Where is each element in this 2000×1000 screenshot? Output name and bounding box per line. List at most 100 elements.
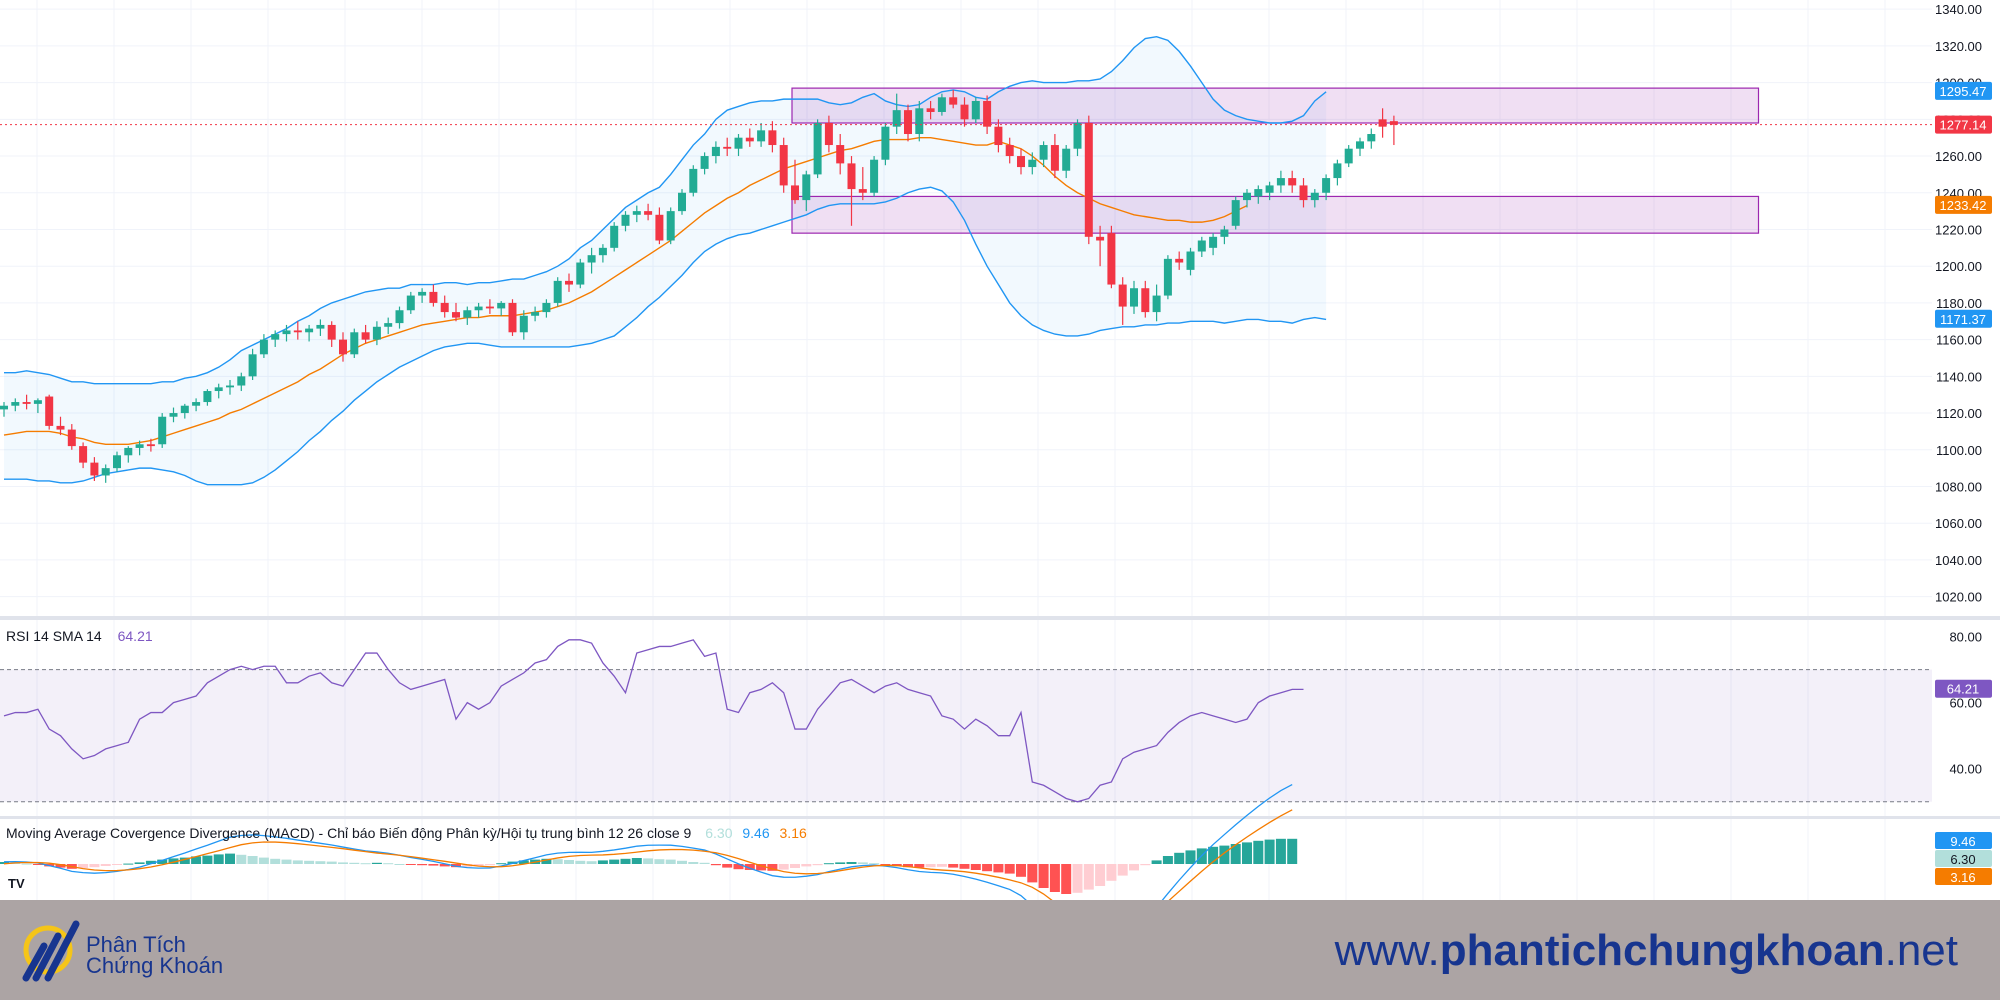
supply-demand-zone <box>791 87 1760 124</box>
macd-histogram-bar <box>349 862 360 864</box>
macd-histogram-bar <box>236 854 247 864</box>
macd-histogram-bar <box>1061 864 1072 894</box>
candle-body <box>361 332 370 340</box>
macd-histogram-bar <box>914 864 925 868</box>
candle-body <box>1175 258 1184 263</box>
candle-body <box>779 145 788 186</box>
candle-body <box>463 310 472 318</box>
macd-histogram-bar <box>936 864 947 867</box>
macd-histogram-bar <box>0 862 9 864</box>
macd-histogram-bar <box>1174 852 1185 864</box>
macd-histogram-bar <box>1253 840 1264 864</box>
macd-histogram-bar <box>1117 864 1128 876</box>
rsi-badge: 64.21 <box>1947 682 1980 697</box>
candle-body <box>1028 159 1037 168</box>
chart-area[interactable]: 1020.00 1040.00 1060.00 1080.00 1100.00 1120.… <box>0 0 2000 953</box>
macd-histogram-bar <box>1129 864 1139 871</box>
macd-histogram-bar <box>100 864 111 866</box>
candle-body <box>56 425 65 430</box>
candle-body <box>1356 141 1364 149</box>
candle-body <box>1050 145 1059 171</box>
macd-histogram-bar <box>880 864 891 865</box>
macd-histogram-bar <box>869 863 880 865</box>
macd-histogram-bar <box>699 862 710 864</box>
macd-histogram-bar <box>677 860 687 864</box>
macd-histogram-bar <box>1287 838 1298 864</box>
macd-histogram-bar <box>631 858 642 864</box>
macd-histogram-bar <box>744 864 755 870</box>
macd-histogram-bar <box>1016 864 1026 877</box>
macd-histogram-bar <box>541 858 552 864</box>
macd-histogram-bar <box>620 858 631 864</box>
candle-body <box>1378 119 1387 127</box>
macd-histogram-bar <box>225 853 235 864</box>
candle-body <box>1017 156 1025 168</box>
candle-body <box>135 444 144 448</box>
macd-histogram-bar <box>496 863 507 865</box>
macd-histogram-bar <box>1140 864 1151 866</box>
candle-body <box>305 328 314 333</box>
macd-histogram-bar <box>1162 856 1173 864</box>
macd-histogram-bar <box>688 862 699 864</box>
candle-body <box>576 262 585 285</box>
candle-body <box>497 302 506 309</box>
candle-body <box>904 110 912 135</box>
candle-body <box>1344 148 1353 164</box>
macd-histogram-bar <box>993 864 1004 873</box>
macd-histogram-bar <box>78 864 89 868</box>
candle-body <box>1073 123 1082 149</box>
macd-histogram-bar <box>112 864 122 865</box>
candle-body <box>1333 163 1342 179</box>
chart-svg[interactable]: 1020.00 1040.00 1060.00 1080.00 1100.00 1120.… <box>0 0 2000 953</box>
macd-histogram-bar <box>597 860 608 864</box>
candle-body <box>1310 192 1319 201</box>
candle-body <box>146 444 155 447</box>
price-axis-tick-label: 1200.00 <box>1935 259 1982 274</box>
candle-body <box>384 323 393 327</box>
price-axis-tick-label: 1040.00 <box>1935 553 1982 568</box>
price-axis-tick-label: 1180.00 <box>1936 296 1982 311</box>
price-axis-tick-label: 1140.00 <box>1936 369 1982 384</box>
candle-body <box>1209 236 1218 248</box>
candle-body <box>485 306 494 309</box>
macd-legend-hist: 6.30 <box>705 825 733 841</box>
macd-histogram-bar <box>1027 864 1038 883</box>
price-badge-bg <box>1935 81 1992 100</box>
macd-histogram-bar <box>846 862 857 864</box>
candle-body <box>158 416 167 445</box>
candle-body <box>644 211 653 215</box>
site-url[interactable]: www.phantichchungkhoan.net <box>1335 926 1958 976</box>
candle-body <box>858 189 867 193</box>
candle-body <box>79 446 88 463</box>
macd-histogram-bar <box>157 859 168 864</box>
price-badge-bg <box>1935 115 1992 134</box>
site-url-domain: phantichchungkhoan <box>1439 926 1885 975</box>
macd-histogram-bar <box>790 864 800 868</box>
candle-body <box>508 302 517 333</box>
rsi-badge-bg <box>1935 679 1992 698</box>
candle-body <box>22 402 31 404</box>
brand-logo-text: Phân Tích Chứng Khoán <box>86 934 223 977</box>
macd-histogram-bar <box>439 864 450 867</box>
macd-histogram-bar <box>710 864 721 866</box>
site-url-suffix: .net <box>1884 926 1958 975</box>
price-axis-tick-label: 1340.00 <box>1935 2 1982 17</box>
macd-histogram-bar <box>1230 844 1241 864</box>
candle-body <box>824 123 833 146</box>
site-url-prefix: www. <box>1334 926 1440 975</box>
rsi-axis-tick-label: 40.00 <box>1949 762 1982 777</box>
rsi-axis-tick-label: 80.00 <box>1949 630 1982 645</box>
candle-body <box>689 168 698 193</box>
price-badge: 1233.42 <box>1940 198 1987 213</box>
tradingview-logo[interactable]: TV <box>8 876 25 891</box>
macd-histogram-bar <box>1106 864 1117 881</box>
candle-body <box>734 137 743 149</box>
candle-body <box>203 391 212 403</box>
candle-body <box>372 326 381 340</box>
rsi-line <box>3 639 1304 803</box>
macd-histogram-bar <box>55 864 66 868</box>
macd-histogram-bar <box>270 858 281 864</box>
candle-body <box>678 192 686 212</box>
macd-histogram-bar <box>1185 850 1196 864</box>
macd-histogram-bar <box>959 864 970 869</box>
